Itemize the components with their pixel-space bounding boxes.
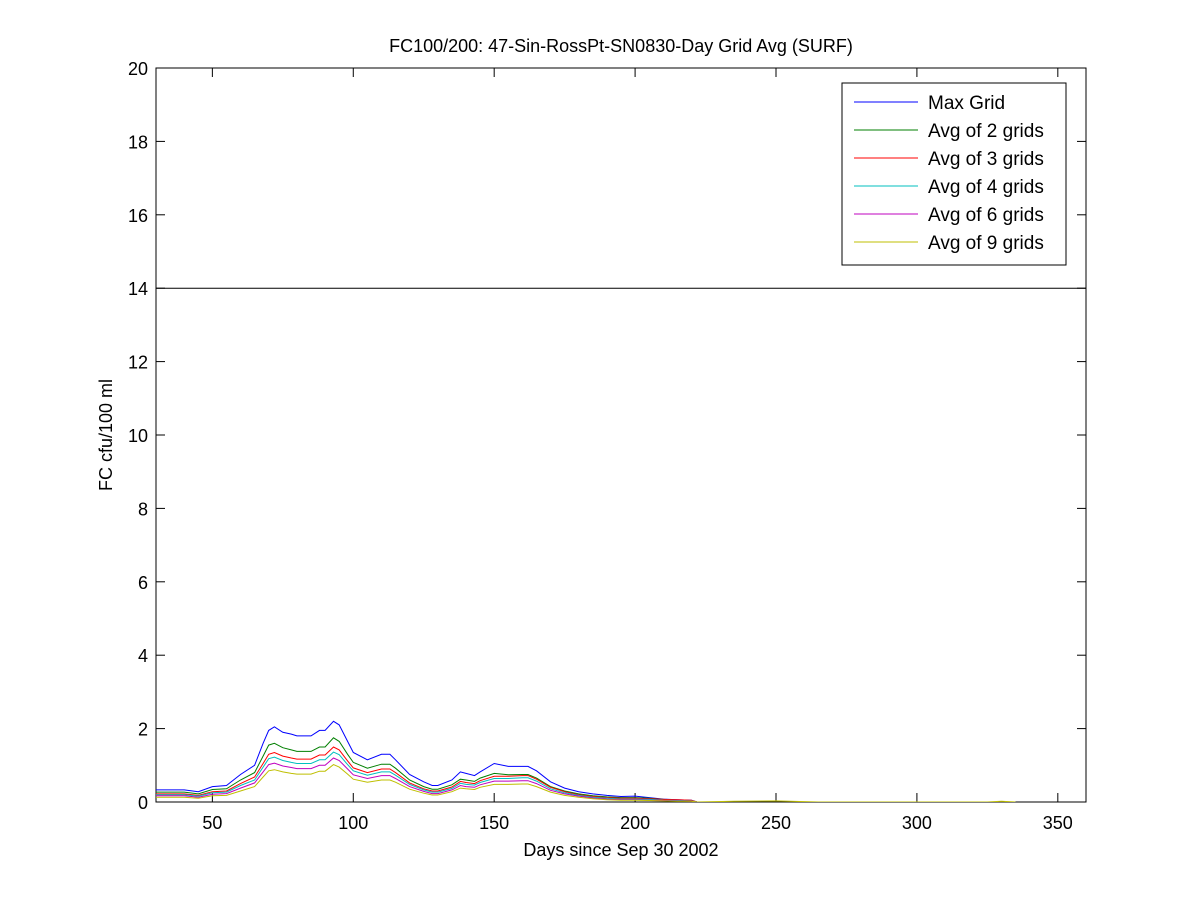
series-line-avg-of-2-grids (156, 737, 698, 802)
y-tick-label: 2 (138, 720, 148, 740)
x-tick-label: 300 (902, 813, 932, 833)
x-tick-label: 50 (202, 813, 222, 833)
y-tick-label: 8 (138, 499, 148, 519)
x-tick-label: 350 (1043, 813, 1073, 833)
legend-label: Avg of 4 grids (928, 177, 1044, 198)
y-tick-label: 6 (138, 573, 148, 593)
y-tick-label: 4 (138, 646, 148, 666)
y-tick-label: 10 (128, 426, 148, 446)
y-tick-label: 14 (128, 279, 148, 299)
y-tick-label: 18 (128, 132, 148, 152)
series-line-avg-of-9-grids (156, 764, 1016, 802)
y-tick-label: 0 (138, 793, 148, 813)
legend-label: Avg of 2 grids (928, 121, 1044, 142)
series-line-avg-of-6-grids (156, 757, 698, 802)
series-group (156, 720, 1016, 802)
y-axis-title: FC cfu/100 ml (96, 379, 116, 491)
legend-label: Max Grid (928, 93, 1005, 114)
legend-label: Avg of 9 grids (928, 233, 1044, 254)
series-line-avg-of-3-grids (156, 746, 698, 802)
x-tick-label: 200 (620, 813, 650, 833)
y-tick-label: 20 (128, 59, 148, 79)
x-tick-label: 100 (338, 813, 368, 833)
legend: Max Grid Avg of 2 grids Avg of 3 grids Avg … (841, 82, 1067, 266)
x-tick-label: 150 (479, 813, 509, 833)
legend-box (841, 82, 1067, 266)
legend-label: Avg of 6 grids (928, 205, 1044, 226)
x-tick-label: 250 (761, 813, 791, 833)
chart-title: FC100/200: 47-Sin-RossPt-SN0830-Day Grid… (389, 36, 853, 56)
y-tick-label: 12 (128, 353, 148, 373)
x-axis-title: Days since Sep 30 2002 (523, 840, 718, 860)
y-tick-label: 16 (128, 206, 148, 226)
series-line-max-grid (156, 720, 698, 802)
legend-label: Avg of 3 grids (928, 149, 1044, 170)
series-line-avg-of-4-grids (156, 751, 698, 802)
plot-area: 50 100 150 200 250 300 350 0 2 4 6 8 10 12 14 16 18 20 (128, 59, 1087, 833)
